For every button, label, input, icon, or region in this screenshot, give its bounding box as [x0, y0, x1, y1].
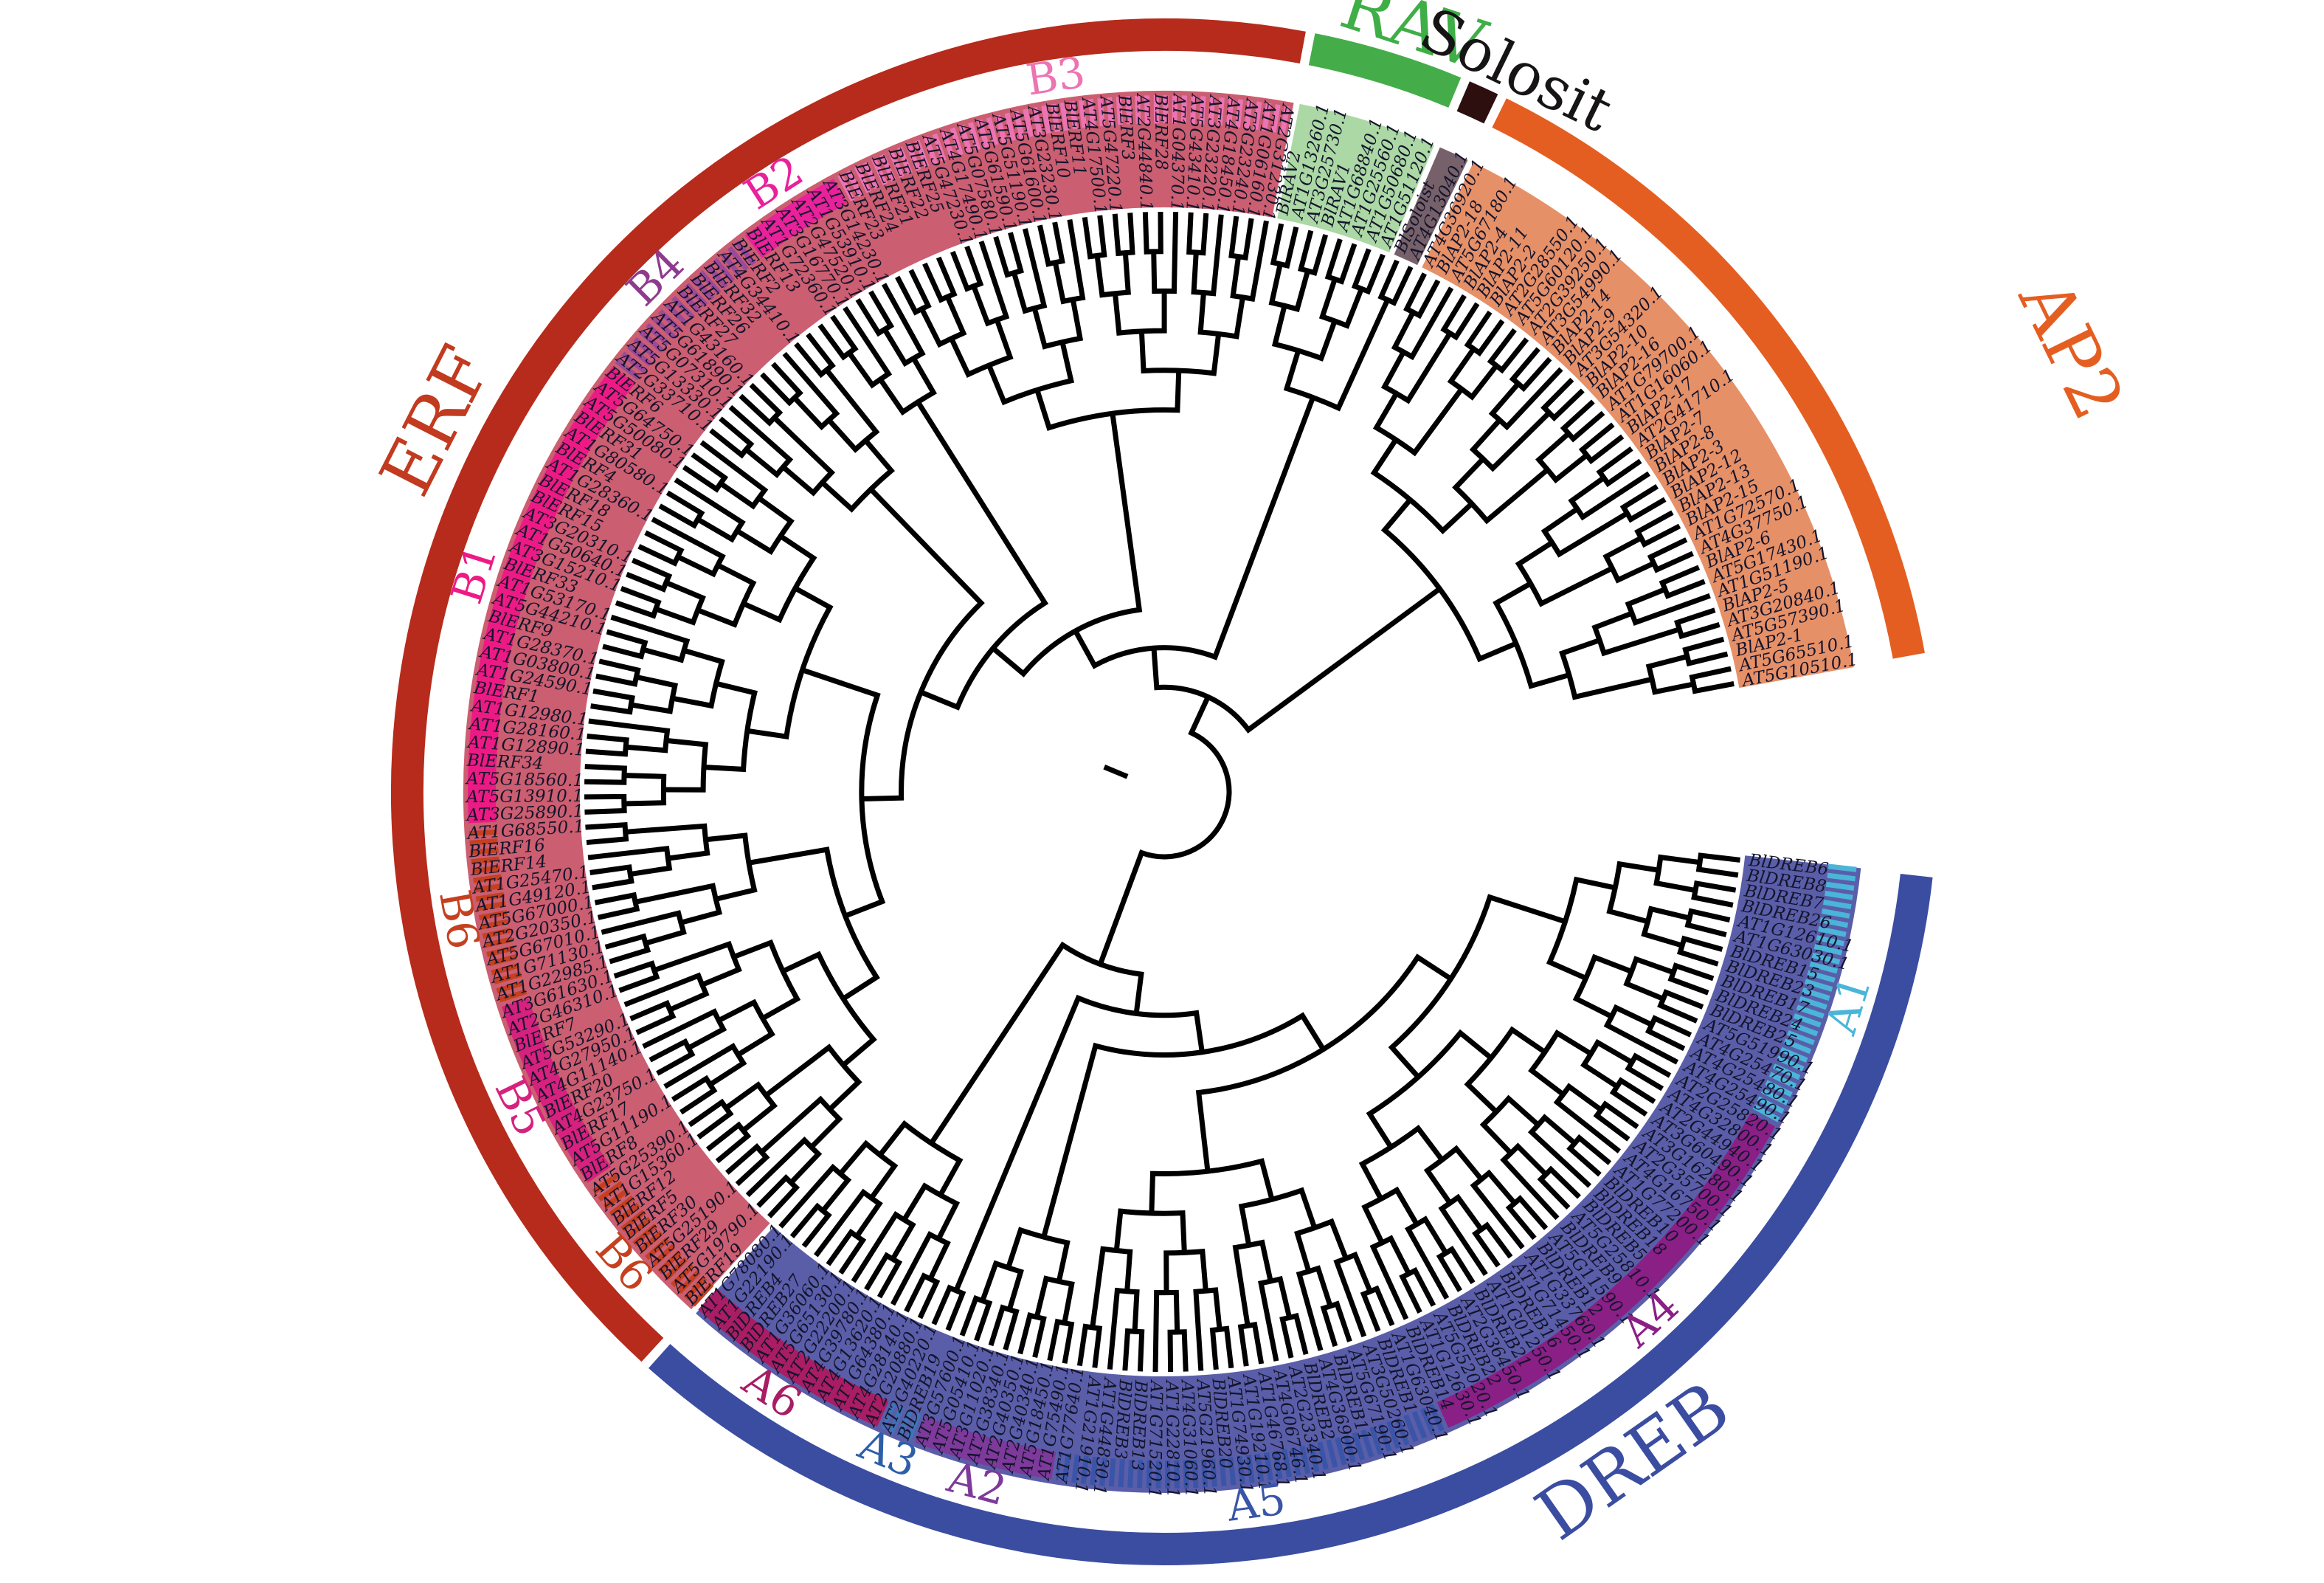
leaf-label: BlERF34 [466, 751, 544, 774]
subgroup-arc-B6 [589, 1170, 714, 1307]
band-AP2 [1422, 162, 1854, 689]
subgroup-label-B6b: B6 [429, 886, 489, 953]
band-DREB [696, 855, 1861, 1493]
subgroup-arc-A3 [881, 1402, 921, 1441]
family-ring-DREB [649, 874, 1933, 1565]
family-ring-Solosit [1456, 81, 1498, 124]
family-ring-AP2 [1492, 98, 1925, 659]
subgroup-arc-B5 [501, 998, 611, 1183]
leaf-label: BlERF3 [1114, 94, 1137, 161]
band-Solosit [1394, 147, 1468, 266]
family-label-AP2: AP2 [2002, 266, 2140, 432]
subgroup-label-B3: B3 [1023, 47, 1088, 106]
band-RAV [1276, 103, 1435, 253]
subgroup-arc-A1 [1752, 863, 1857, 1123]
leaf-label: AT4G31060.1 [1177, 1379, 1201, 1498]
subgroup-label-A5: A5 [1223, 1474, 1288, 1531]
leaf-label: AT1G71520.1 [1144, 1379, 1165, 1498]
subgroup-arc-A4 [1436, 1113, 1775, 1428]
leaf-label: AT1G22810.1 [1162, 1379, 1183, 1498]
subgroup-arc-B4 [615, 238, 759, 381]
leaf-label: BlDREB13 [1127, 1379, 1150, 1472]
subgroup-ring [468, 95, 1857, 1489]
leaf-label: AT2G44840.1 [1132, 92, 1155, 212]
band-ERF [463, 91, 1294, 1310]
family-ring-RAV [1308, 33, 1462, 108]
leaf-label: AT5G13910.1 [465, 787, 584, 807]
subgroup-arc-B6b [468, 826, 528, 1003]
family-label-band [463, 91, 1861, 1493]
leaf-label: AT3G25890.1 [465, 801, 584, 825]
subgroup-arc-A5 [1056, 1404, 1445, 1489]
leaf-label: BlERF28 [1151, 93, 1171, 170]
tree-branches [584, 211, 1740, 1372]
subgroup-arc-B1 [468, 366, 635, 824]
leaf-label: AT5G18560.1 [465, 769, 584, 790]
subgroup-arc-A2 [915, 1415, 1056, 1480]
subgroup-arc-B2 [745, 179, 848, 258]
leaf-label: AT1G04370.1 [1167, 92, 1189, 211]
family-ring-ERF [390, 18, 1306, 1362]
root-branch [1103, 765, 1129, 779]
family-ring [390, 18, 1933, 1565]
leaf-labels: BlDREB6BlDREB8BlDREB7BlDREB26AT1G12610.1… [465, 92, 1859, 1498]
subgroup-arc-A6 [698, 1289, 889, 1427]
